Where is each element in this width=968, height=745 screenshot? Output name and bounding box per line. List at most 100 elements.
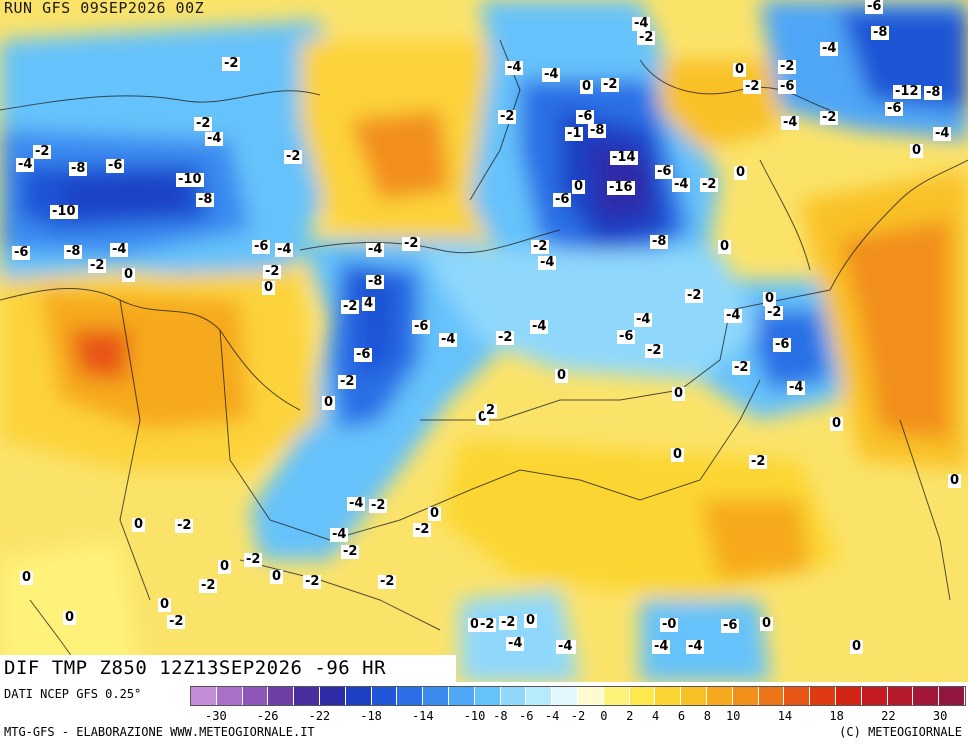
contour-label: -4 bbox=[556, 639, 575, 654]
color-swatch bbox=[216, 687, 243, 705]
contour-label: 0 bbox=[122, 267, 136, 282]
color-swatch bbox=[758, 687, 785, 705]
color-swatch bbox=[706, 687, 733, 705]
color-scale bbox=[190, 686, 966, 706]
color-scale-tick: 14 bbox=[777, 709, 793, 723]
contour-label: -4 bbox=[724, 308, 743, 323]
color-swatch bbox=[500, 687, 527, 705]
contour-label: -2 bbox=[478, 617, 497, 632]
contour-label: -4 bbox=[205, 131, 224, 146]
contour-label: -1 bbox=[565, 126, 584, 141]
color-swatch bbox=[835, 687, 862, 705]
contour-label: -4 bbox=[781, 115, 800, 130]
color-swatch bbox=[448, 687, 475, 705]
contour-label: -0 bbox=[660, 617, 679, 632]
credit-right: (C) METEOGIORNALE bbox=[839, 725, 962, 739]
color-scale-tick: -10 bbox=[463, 709, 486, 723]
contour-label: 0 bbox=[468, 617, 482, 632]
color-swatch bbox=[810, 687, 836, 705]
contour-label: 0 bbox=[733, 62, 747, 77]
color-swatch bbox=[577, 687, 604, 705]
color-scale-tick: -14 bbox=[411, 709, 434, 723]
color-scale-tick: 4 bbox=[651, 709, 660, 723]
contour-label: 0 bbox=[63, 610, 77, 625]
contour-label: -2 bbox=[685, 288, 704, 303]
contour-label: -2 bbox=[637, 30, 656, 45]
contour-label: 0 bbox=[555, 368, 569, 383]
contour-label: -4 bbox=[686, 639, 705, 654]
color-swatch bbox=[681, 687, 707, 705]
contour-label: -2 bbox=[194, 116, 213, 131]
color-swatch bbox=[191, 687, 217, 705]
contour-label: -8 bbox=[196, 192, 215, 207]
contour-label: -4 bbox=[538, 255, 557, 270]
credit-left: MTG-GFS - ELABORAZIONE WWW.METEOGIORNALE… bbox=[4, 725, 315, 739]
color-swatch bbox=[319, 687, 346, 705]
color-swatch bbox=[474, 687, 501, 705]
contour-label: -2 bbox=[402, 236, 421, 251]
contour-label: -2 bbox=[413, 522, 432, 537]
contour-label: -4 bbox=[16, 157, 35, 172]
color-scale-tick: 22 bbox=[881, 709, 896, 723]
contour-label: -10 bbox=[50, 204, 78, 219]
contour-label: -2 bbox=[88, 258, 107, 273]
color-swatch bbox=[526, 687, 553, 705]
contour-label: -2 bbox=[765, 305, 784, 320]
contour-label: 0 bbox=[760, 616, 774, 631]
contour-label: -4 bbox=[634, 312, 653, 327]
color-swatch bbox=[294, 687, 320, 705]
contour-label: -2 bbox=[167, 614, 186, 629]
contour-label: -8 bbox=[871, 25, 890, 40]
contour-label: -4 bbox=[366, 242, 385, 257]
contour-label: -2 bbox=[33, 144, 52, 159]
contour-label: 0 bbox=[322, 395, 336, 410]
contour-label: -6 bbox=[576, 109, 595, 124]
contour-label: -2 bbox=[496, 330, 515, 345]
contour-label: 4 bbox=[362, 296, 376, 311]
contour-label: 0 bbox=[672, 386, 686, 401]
contour-label: 0 bbox=[270, 569, 284, 584]
contour-label: -2 bbox=[778, 59, 797, 74]
color-swatch bbox=[242, 687, 269, 705]
contour-label: -8 bbox=[650, 234, 669, 249]
contour-label: -10 bbox=[176, 172, 204, 187]
contour-label: -2 bbox=[284, 149, 303, 164]
contour-label: -2 bbox=[369, 498, 388, 513]
contour-label: -4 bbox=[330, 527, 349, 542]
color-swatch bbox=[861, 687, 888, 705]
contour-label: -6 bbox=[721, 618, 740, 633]
color-scale-tick: -26 bbox=[256, 709, 279, 723]
color-swatch bbox=[371, 687, 398, 705]
contour-label: -2 bbox=[732, 360, 751, 375]
contour-label: -6 bbox=[885, 101, 904, 116]
contour-label: 0 bbox=[910, 143, 924, 158]
run-title: RUN GFS 09SEP2026 00Z bbox=[4, 0, 205, 17]
contour-label: -8 bbox=[366, 274, 385, 289]
contour-label: -2 bbox=[303, 574, 322, 589]
contour-label: 0 bbox=[524, 613, 538, 628]
color-scale-tick: -8 bbox=[493, 709, 508, 723]
contour-label: -6 bbox=[617, 329, 636, 344]
contour-label: -6 bbox=[773, 337, 792, 352]
color-swatch bbox=[268, 687, 295, 705]
color-scale-tick: 2 bbox=[626, 709, 634, 723]
map-field bbox=[0, 0, 968, 682]
contour-label: 0 bbox=[671, 447, 685, 462]
contour-label: -2 bbox=[222, 56, 241, 71]
contour-label: -2 bbox=[820, 110, 839, 125]
contour-label: -2 bbox=[341, 299, 360, 314]
color-swatch bbox=[913, 687, 940, 705]
color-scale-tick: -30 bbox=[205, 709, 227, 723]
contour-label: -8 bbox=[924, 85, 943, 100]
color-swatch bbox=[397, 687, 424, 705]
contour-label: -4 bbox=[439, 332, 458, 347]
contour-label: 2 bbox=[484, 403, 498, 418]
contour-label: -4 bbox=[787, 380, 806, 395]
color-scale-tick: -18 bbox=[360, 709, 382, 723]
color-scale-tick: 8 bbox=[703, 709, 711, 723]
color-swatch bbox=[784, 687, 811, 705]
color-swatch bbox=[939, 687, 965, 705]
contour-label: -4 bbox=[506, 636, 525, 651]
contour-label: -8 bbox=[64, 244, 83, 259]
color-swatch bbox=[345, 687, 372, 705]
